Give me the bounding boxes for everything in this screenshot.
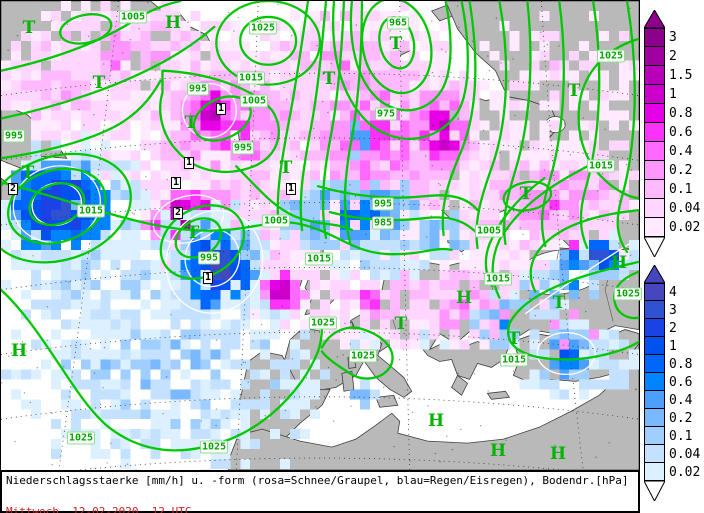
snow-legend-arrow-down [644,237,665,257]
snow-legend-row: 0.02 [644,218,704,237]
rain-legend-row: 0.6 [644,373,704,391]
rain-legend-value: 1 [669,338,677,354]
snow-legend-value: 0.4 [669,144,693,159]
snow-legend-color-box [644,142,665,161]
map-canvas [1,1,639,470]
rain-legend-value: 0.1 [669,428,693,444]
rain-legend-color-box [644,427,665,445]
snow-legend-row: 0.04 [644,199,704,218]
snow-legend-color-box [644,123,665,142]
caption-line1: Niederschlagsstaerke [mm/h] u. -form (ro… [6,474,629,487]
rain-legend-row: 3 [644,301,704,319]
snow-legend-row: 2 [644,47,704,66]
snow-legend-row: 0.6 [644,123,704,142]
rain-legend-arrow-down [644,481,665,501]
rain-legend-row: 0.8 [644,355,704,373]
snow-legend-value: 0.8 [669,106,693,121]
snow-legend-value: 1 [669,87,677,102]
rain-legend-color-box [644,391,665,409]
snow-legend-color-box [644,218,665,237]
rain-legend-value: 3 [669,302,677,318]
snow-legend-value: 0.2 [669,163,693,178]
caption-box: Niederschlagsstaerke [mm/h] u. -form (ro… [0,470,640,513]
rain-legend-value: 4 [669,284,677,300]
snow-legend-color-box [644,85,665,104]
weather-map: 1005 1025 965 1025 995 1015 1005 995 975 995 1015 9… [0,0,643,471]
snow-legend-color-box [644,104,665,123]
rain-legend-color-box [644,337,665,355]
rain-legend-value: 2 [669,320,677,336]
rain-legend-color-box [644,301,665,319]
rain-legend-value: 0.4 [669,392,693,408]
snow-intensity-legend: 3 2 1.5 1 0.8 0.6 0.4 0.2 0.1 0.04 0.02 [644,10,704,257]
snow-legend-row: 0.4 [644,142,704,161]
snow-legend-value: 0.04 [669,201,701,216]
snow-legend-value: 3 [669,30,677,45]
snow-legend-row: 3 [644,28,704,47]
rain-legend-row: 4 [644,283,704,301]
rain-legend-color-box [644,355,665,373]
snow-legend-color-box [644,180,665,199]
rain-legend-row: 0.4 [644,391,704,409]
rain-legend-row: 0.04 [644,445,704,463]
rain-legend-color-box [644,445,665,463]
caption-line2: Mittwoch, 12-02-2020 12 UTC (GFS) (Diens… [2,492,638,513]
snow-legend-row: 1.5 [644,66,704,85]
rain-legend-color-box [644,373,665,391]
rain-legend-value: 0.6 [669,374,693,390]
snow-legend-arrow-up [644,10,665,28]
rain-legend-row: 2 [644,319,704,337]
rain-legend-color-box [644,463,665,481]
snow-legend-row: 1 [644,85,704,104]
rain-legend-value: 0.8 [669,356,693,372]
snow-legend-value: 0.02 [669,220,701,235]
rain-legend-color-box [644,409,665,427]
snow-legend-color-box [644,28,665,47]
rain-legend-arrow-up [644,265,665,283]
snow-legend-value: 0.6 [669,125,693,140]
rain-legend-value: 0.2 [669,410,693,426]
rain-legend-value: 0.04 [669,446,701,462]
rain-legend-row: 0.2 [644,409,704,427]
rain-legend-row: 0.02 [644,463,704,481]
rain-legend-color-box [644,319,665,337]
snow-legend-value: 1.5 [669,68,693,83]
snow-legend-value: 2 [669,49,677,64]
snow-legend-value: 0.1 [669,182,693,197]
forecast-date: Mittwoch, 12-02-2020 12 UTC [6,505,192,513]
snow-legend-color-box [644,161,665,180]
snow-legend-color-box [644,47,665,66]
snow-legend-row: 0.8 [644,104,704,123]
rain-legend-color-box [644,283,665,301]
rain-legend-value: 0.02 [669,464,701,480]
snow-legend-color-box [644,199,665,218]
rain-legend-row: 1 [644,337,704,355]
snow-legend-row: 0.2 [644,161,704,180]
rain-intensity-legend: 4 3 2 1 0.8 0.6 0.4 0.2 0.1 0.04 0.02 [644,265,704,501]
snow-legend-row: 0.1 [644,180,704,199]
isobars [1,1,639,452]
snow-legend-color-box [644,66,665,85]
rain-legend-row: 0.1 [644,427,704,445]
